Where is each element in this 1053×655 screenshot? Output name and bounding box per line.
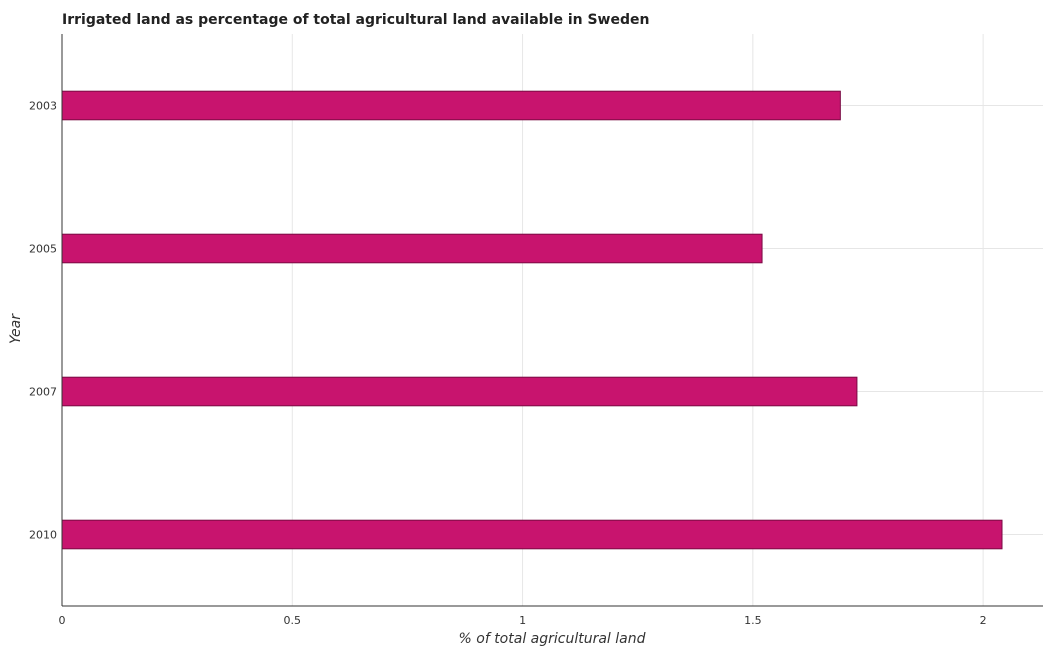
y-tick-label: 2007 [29,386,57,399]
y-tick-label: 2010 [29,529,57,542]
y-tick-label: 2005 [29,243,57,256]
bar-2010 [61,519,1003,550]
y-axis-label: Year [8,313,24,344]
x-axis-label: % of total agricultural land [459,631,646,647]
axes-layer: 0 0.5 1 1.5 2 2003 2005 2007 2010 [29,34,1043,627]
bars-layer [61,90,1003,550]
bar-2005 [61,233,763,264]
chart-title: Irrigated land as percentage of total ag… [62,12,649,28]
bar-2007 [61,376,858,407]
x-tick-label: 0 [59,614,66,627]
y-tick-label: 2003 [29,100,57,113]
x-tick-label: 1 [519,614,526,627]
bar-2003 [61,90,841,121]
x-tick-label: 2 [980,614,987,627]
x-tick-label: 1.5 [744,614,762,627]
x-tick-label: 0.5 [284,614,302,627]
